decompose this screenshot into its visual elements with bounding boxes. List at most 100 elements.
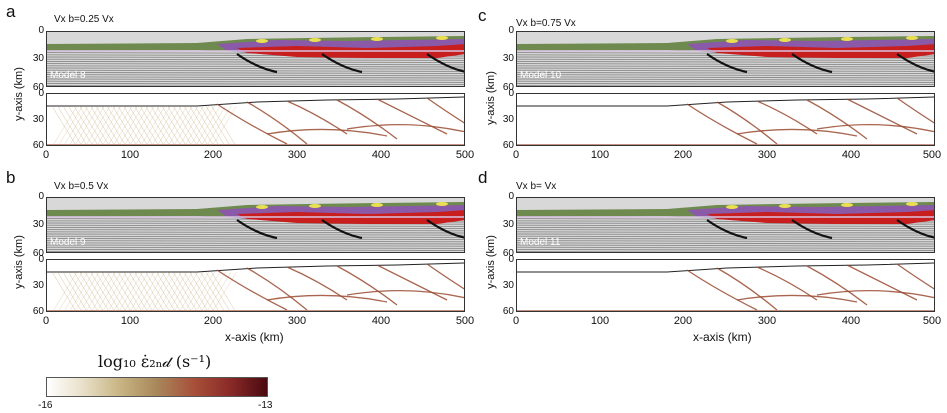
colorbar-gradient — [46, 377, 268, 397]
x-tick: 0 — [512, 315, 520, 327]
x-tick: 300 — [287, 315, 307, 327]
sediment-patch — [256, 39, 268, 43]
strain-rate-plot — [46, 93, 465, 146]
shear-band — [216, 269, 288, 311]
shear-band — [686, 103, 758, 145]
x-tick: 200 — [203, 149, 223, 161]
shear-band — [816, 124, 934, 133]
sediment-patch — [726, 205, 738, 209]
x-tick: 500 — [922, 149, 942, 161]
sediment-patch — [371, 37, 383, 41]
sediment-patch — [256, 205, 268, 209]
x-tick: 400 — [371, 149, 391, 161]
model-geometry-svg — [517, 32, 934, 86]
shear-band — [806, 99, 868, 140]
model-label: Model 9 — [50, 237, 86, 248]
y-tick: 60 — [32, 140, 44, 151]
shear-band — [716, 101, 778, 145]
mantle-stripe — [47, 240, 464, 243]
mantle-stripe — [47, 251, 344, 252]
mantle-stripe — [47, 74, 464, 77]
diffuse-strain-line — [206, 271, 232, 311]
sediment-patch — [906, 36, 918, 40]
fault-trace — [236, 53, 278, 74]
velocity-label: Vx b= Vx — [514, 181, 559, 192]
shear-band — [736, 128, 858, 137]
x-tick: 200 — [673, 315, 693, 327]
model-geometry-svg — [517, 198, 934, 252]
panel-letter: b — [6, 168, 16, 187]
y-axis-label: y-axis (km) — [12, 235, 25, 289]
model-geometry-svg — [47, 198, 464, 252]
diffuse-strain-line — [201, 105, 226, 145]
shear-band — [246, 101, 308, 145]
sediment-patch — [436, 36, 448, 40]
y-axis-label: y-axis (km) — [12, 67, 25, 121]
shear-band — [346, 124, 464, 133]
mantle-stripe — [47, 226, 464, 230]
y-tick: 0 — [38, 191, 44, 202]
fault-trace — [236, 219, 278, 240]
mantle-stripe — [517, 226, 934, 230]
surface-line — [47, 96, 464, 107]
fault-trace — [426, 219, 464, 239]
x-tick: 100 — [590, 315, 610, 327]
sediment-patch — [371, 203, 383, 207]
y-tick: 60 — [502, 82, 514, 93]
sediment-patch — [309, 38, 321, 42]
x-axis-label: x-axis (km) — [225, 330, 284, 344]
mantle-stripe — [47, 237, 464, 241]
mantle-stripe — [47, 233, 464, 236]
mantle-stripe — [517, 233, 934, 236]
mantle-stripe — [517, 71, 934, 75]
mantle-stripe — [517, 85, 814, 86]
mantle-stripe — [517, 242, 934, 245]
shear-band — [896, 263, 934, 290]
x-tick: 100 — [590, 149, 610, 161]
surface-line — [517, 96, 934, 107]
shear-band — [266, 294, 388, 303]
y-tick: 0 — [38, 254, 44, 265]
colorbar-max-label: -13 — [258, 400, 273, 411]
deformation-plot — [516, 197, 935, 253]
strain-rate-plot — [516, 93, 935, 146]
fault-trace — [791, 53, 833, 74]
mantle-stripe — [517, 240, 934, 243]
mantle-stripe — [517, 78, 934, 81]
diffuse-strain-line — [212, 271, 237, 311]
mantle-stripe — [47, 248, 464, 252]
y-tick: 30 — [32, 219, 44, 230]
shear-band — [426, 263, 464, 290]
y-tick: 0 — [508, 88, 514, 99]
mantle-stripe — [517, 224, 934, 227]
x-tick: 0 — [512, 149, 520, 161]
model-label: Model 10 — [520, 70, 562, 81]
panel-letter: c — [478, 6, 487, 25]
mantle-stripe — [47, 224, 464, 227]
y-tick: 30 — [502, 114, 514, 125]
strain-rate-svg — [47, 96, 464, 145]
diffuse-strain-line — [212, 105, 237, 145]
x-tick: 500 — [922, 315, 942, 327]
fault-trace — [321, 219, 363, 240]
mantle-stripe — [47, 235, 464, 238]
shear-band — [336, 265, 398, 306]
y-tick: 60 — [32, 248, 44, 259]
model-geometry-svg — [47, 32, 464, 86]
fault-trace — [896, 219, 934, 239]
y-tick: 0 — [38, 88, 44, 99]
velocity-label: Vx b=0.5 Vx — [52, 181, 111, 192]
mantle-stripe — [47, 80, 464, 83]
surface-line — [47, 262, 464, 273]
strain-rate-plot — [516, 259, 935, 312]
colorbar-min-label: -16 — [38, 400, 53, 411]
mantle-stripe — [517, 244, 934, 247]
mantle-stripe — [47, 246, 464, 249]
surface-line — [517, 262, 934, 273]
deformation-plot — [516, 31, 935, 87]
deformation-plot — [46, 197, 465, 253]
mantle-stripe — [47, 76, 464, 79]
strain-rate-svg — [47, 262, 464, 311]
mantle-stripe — [517, 67, 934, 70]
sediment-patch — [841, 203, 853, 207]
